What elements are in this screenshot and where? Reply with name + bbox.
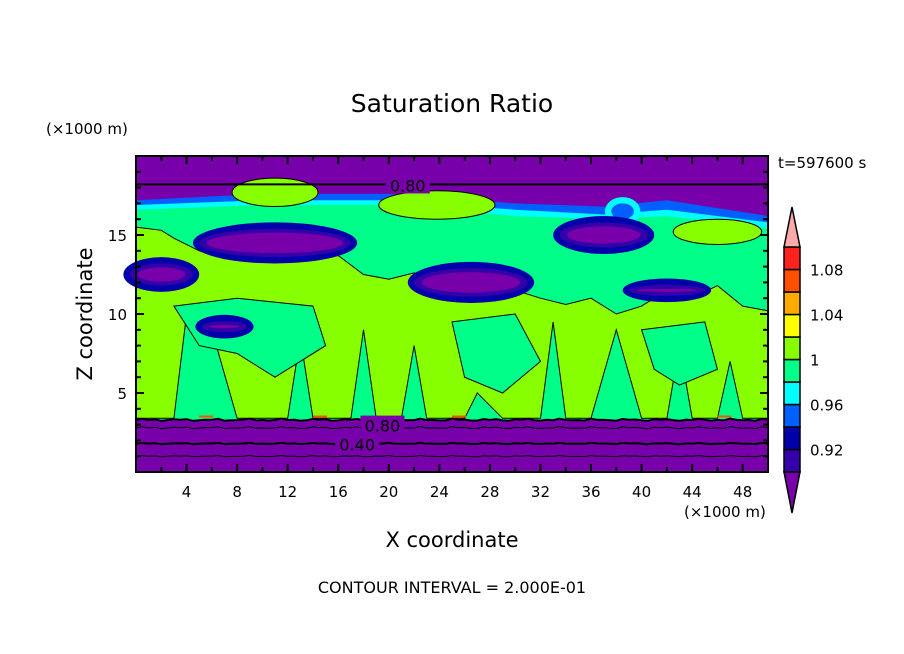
boundary-layer: [136, 419, 768, 472]
colorbar-box: [783, 381, 801, 406]
x-tick-label: 40: [632, 483, 651, 501]
x-tick-label: 44: [683, 483, 702, 501]
moist-spot: [452, 415, 466, 418]
x-tick-label: 4: [182, 483, 192, 501]
moist-spot: [717, 415, 732, 418]
x-tick-label: 24: [430, 483, 449, 501]
y-tick-label: 15: [108, 227, 127, 245]
colorbar-box: [783, 403, 801, 428]
colorbar-box: [783, 336, 801, 361]
y-tick-label: 10: [108, 306, 127, 324]
dry-core: [137, 267, 186, 282]
contour-interval-footer: CONTOUR INTERVAL = 2.000E-01: [318, 578, 586, 597]
lime-cap: [231, 177, 319, 208]
contour-line: [135, 417, 769, 422]
x-tick-label: 12: [278, 483, 297, 501]
contour-line: [135, 425, 769, 430]
contour-label-bg: [360, 415, 405, 434]
dry-core: [567, 226, 641, 244]
contour-label: 0.40: [339, 436, 375, 455]
y-axis-label: Z coordinate: [73, 247, 97, 380]
y-tick-label: 5: [117, 385, 127, 403]
dry-core: [209, 325, 240, 329]
contour-line: [135, 441, 769, 446]
colorbar-box: [783, 313, 801, 338]
moist-spot: [199, 415, 214, 418]
colorbar-box: [783, 291, 801, 316]
green-patch: [640, 321, 718, 386]
x-tick-label: 48: [733, 483, 752, 501]
x-axis-label: X coordinate: [385, 528, 518, 552]
dry-core: [636, 288, 698, 292]
colorbar-tick-label: 1.04: [810, 307, 843, 325]
colorbar-tick-label: 1.08: [810, 262, 843, 280]
colorbar-box: [783, 358, 801, 383]
colorbar-box: [783, 426, 801, 451]
x-tick-label: 8: [232, 483, 242, 501]
chart-title: Saturation Ratio: [351, 89, 553, 118]
colorbar-box: [783, 246, 801, 271]
colorbar-box: [783, 268, 801, 293]
blue-ring-core: [611, 203, 635, 220]
colorbar-tick-label: 1: [810, 352, 820, 370]
contour-label-bg: [335, 434, 380, 453]
colorbar-under-triangle: [783, 471, 801, 514]
colorbar-over-triangle: [783, 206, 801, 248]
contour-field: [123, 156, 769, 472]
x-tick-label: 20: [379, 483, 398, 501]
colorbar-tick-label: 0.92: [810, 442, 843, 460]
contour-line: [135, 454, 769, 458]
time-label: t=597600 s: [778, 154, 866, 172]
dry-core: [206, 232, 344, 254]
contour-lines: 0.800.800.40: [135, 175, 769, 458]
x-unit-label: (×1000 m): [684, 503, 766, 521]
contour-label-bg: [385, 175, 430, 194]
y-unit-label: (×1000 m): [46, 120, 128, 138]
colorbar: 0.92 0.96 1 1.04 1.08: [783, 206, 843, 514]
colorbar-tick-label: 0.96: [810, 397, 843, 415]
moist-spot: [312, 415, 327, 418]
x-tick-label: 16: [329, 483, 348, 501]
lime-cap: [378, 190, 496, 220]
colorbar-box: [783, 448, 801, 473]
x-tick-label: 32: [531, 483, 550, 501]
x-tick-label: 28: [480, 483, 499, 501]
contour-label: 0.80: [365, 417, 401, 436]
x-tick-label: 36: [581, 483, 600, 501]
lime-cap: [672, 218, 763, 245]
green-patch: [451, 313, 542, 394]
contour-label: 0.80: [390, 176, 426, 195]
dry-core: [421, 272, 521, 293]
